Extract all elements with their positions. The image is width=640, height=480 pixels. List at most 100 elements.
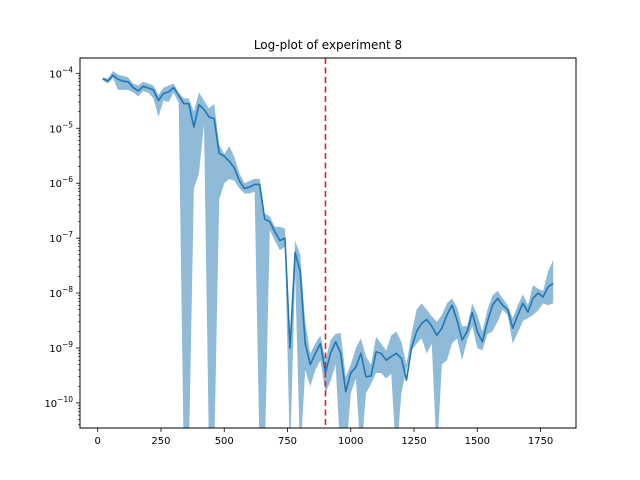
data-point xyxy=(547,286,549,288)
data-point xyxy=(213,117,215,119)
data-point xyxy=(527,311,529,313)
data-point xyxy=(284,237,286,239)
x-tick-label: 750 xyxy=(278,436,297,447)
data-point xyxy=(385,359,387,361)
x-tick-label: 1500 xyxy=(465,436,490,447)
data-point xyxy=(380,352,382,354)
data-point xyxy=(193,126,195,128)
y-tick-label: 10−6 xyxy=(49,175,73,190)
data-point xyxy=(102,77,104,79)
data-point xyxy=(471,311,473,313)
x-tick-label: 0 xyxy=(95,436,101,447)
data-point xyxy=(501,304,503,306)
data-point xyxy=(466,330,468,332)
data-point xyxy=(188,102,190,104)
data-point xyxy=(152,89,154,91)
data-point xyxy=(537,292,539,294)
data-point xyxy=(517,314,519,316)
data-point xyxy=(441,327,443,329)
series-line-0 xyxy=(102,74,554,393)
x-tick-label: 1000 xyxy=(338,436,363,447)
data-point xyxy=(147,87,149,89)
data-point xyxy=(107,80,109,82)
data-point xyxy=(274,231,276,233)
data-point xyxy=(269,220,271,222)
data-point xyxy=(309,363,311,365)
plot-area xyxy=(102,58,554,428)
x-tick-label: 500 xyxy=(215,436,234,447)
x-tick-label: 1750 xyxy=(528,436,553,447)
data-point xyxy=(264,218,266,220)
data-point xyxy=(279,239,281,241)
y-tick-label: 10−9 xyxy=(49,340,73,355)
data-point xyxy=(436,334,438,336)
data-point xyxy=(395,352,397,354)
data-point xyxy=(253,183,255,185)
data-point xyxy=(345,391,347,393)
data-point xyxy=(365,376,367,378)
data-point xyxy=(112,74,114,76)
x-tick-label: 250 xyxy=(151,436,170,447)
data-point xyxy=(304,342,306,344)
data-point xyxy=(132,86,134,88)
data-point xyxy=(400,357,402,359)
data-point xyxy=(360,352,362,354)
data-point xyxy=(420,322,422,324)
data-point xyxy=(522,302,524,304)
data-point xyxy=(506,308,508,310)
data-point xyxy=(314,352,316,354)
data-point xyxy=(243,187,245,189)
y-tick-label: 10−8 xyxy=(49,285,73,300)
data-point xyxy=(481,341,483,343)
data-point xyxy=(375,351,377,353)
data-point xyxy=(552,282,554,284)
data-point xyxy=(299,270,301,272)
data-point xyxy=(167,91,169,93)
data-point xyxy=(228,160,230,162)
data-point xyxy=(491,304,493,306)
data-point xyxy=(289,347,291,349)
data-point xyxy=(177,94,179,96)
data-point xyxy=(248,186,250,188)
chart-title: Log-plot of experiment 8 xyxy=(254,38,402,52)
data-point xyxy=(258,183,260,185)
data-point xyxy=(157,99,159,101)
data-point xyxy=(461,339,463,341)
data-point xyxy=(456,319,458,321)
data-point xyxy=(334,341,336,343)
data-point xyxy=(415,330,417,332)
data-point xyxy=(390,355,392,357)
y-tick-label: 10−4 xyxy=(49,65,73,80)
x-axis: 0 250 500 750 1000 1250 1500 1750 xyxy=(95,428,553,447)
data-point xyxy=(223,155,225,157)
data-point xyxy=(319,342,321,344)
data-point xyxy=(208,116,210,118)
data-point xyxy=(172,86,174,88)
y-tick-label: 10−10 xyxy=(44,395,73,410)
data-point xyxy=(238,180,240,182)
data-point xyxy=(496,297,498,299)
data-point xyxy=(542,296,544,298)
data-point xyxy=(350,372,352,374)
data-point xyxy=(512,327,514,329)
data-point xyxy=(203,108,205,110)
data-point xyxy=(183,102,185,104)
data-point xyxy=(142,85,144,87)
data-point xyxy=(339,352,341,354)
data-point xyxy=(476,330,478,332)
y-axis: 10−10 10−9 10−8 10−7 10−6 10−5 10−4 xyxy=(44,65,80,426)
y-tick-label: 10−5 xyxy=(49,120,73,135)
data-point xyxy=(218,152,220,154)
data-point xyxy=(198,103,200,105)
data-point xyxy=(329,352,331,354)
data-point xyxy=(431,325,433,327)
data-point xyxy=(370,375,372,377)
data-point xyxy=(451,304,453,306)
data-point xyxy=(233,167,235,169)
data-point xyxy=(162,92,164,94)
data-point xyxy=(122,80,124,82)
data-point xyxy=(425,318,427,320)
y-tick-label: 10−7 xyxy=(49,230,73,245)
